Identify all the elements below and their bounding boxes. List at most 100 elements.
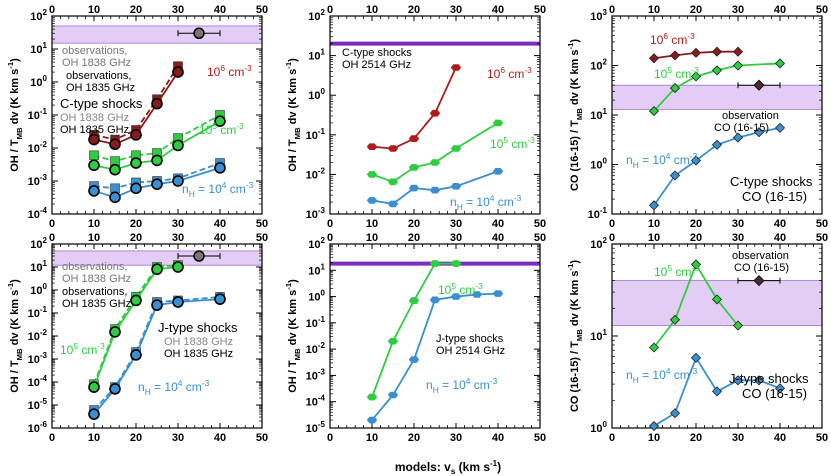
x-tick-label-top: 30 — [450, 4, 462, 16]
x-tick-label: 0 — [327, 218, 333, 230]
data-point — [408, 297, 420, 304]
y-tick-label: 10-4 — [28, 374, 48, 389]
x-tick-label-top: 40 — [774, 232, 786, 244]
data-point — [151, 97, 163, 110]
y-tick-label: 101 — [590, 107, 607, 122]
data-point — [648, 53, 660, 64]
density-label-n5: 105 cm-3 — [60, 341, 105, 357]
data-point — [109, 383, 121, 395]
y-tick-label: 10-2 — [28, 140, 48, 155]
obs-label-1835b: OH 1835 GHz — [66, 82, 135, 94]
y-tick-label: 10-1 — [588, 206, 608, 221]
data-point — [648, 342, 660, 353]
x-tick-label-top: 40 — [492, 232, 504, 244]
data-point — [648, 200, 660, 211]
obs-label-1835b: OH 1835 GHz — [62, 298, 131, 310]
density-label-n4: nH = 104 cm-3 — [138, 378, 210, 397]
y-axis-label: OH / TMB dv (K km s-1) — [284, 279, 302, 393]
x-tick-label-top: 30 — [732, 4, 744, 16]
y-tick-label: 101 — [308, 48, 325, 63]
x-tick-label: 50 — [256, 218, 268, 230]
x-tick-label-top: 40 — [774, 4, 786, 16]
panel-p5: 0 0 10 10 20 20 30 30 40 40 50 50 10-5 10-4 10-3 10-2 10… — [284, 232, 546, 444]
y-tick-label: 10-1 — [28, 305, 48, 320]
x-tick-label: 20 — [408, 218, 420, 230]
data-point — [450, 145, 462, 152]
data-point — [669, 50, 681, 61]
density-label-n4: nH = 104 cm-3 — [626, 151, 698, 170]
observation-point — [753, 275, 765, 287]
x-tick-label-top: 20 — [408, 4, 420, 16]
data-point — [214, 115, 226, 127]
x-tick-label: 20 — [408, 432, 420, 444]
x-tick-label: 10 — [648, 218, 660, 230]
y-tick-label: 101 — [30, 259, 47, 274]
data-point — [151, 299, 163, 311]
density-label-n5: 105 cm-3 — [654, 263, 699, 279]
data-point — [429, 159, 441, 166]
data-point — [172, 296, 184, 308]
density-label-n4: nH = 104 cm-3 — [426, 376, 498, 395]
data-point — [88, 381, 100, 393]
legend-1835: OH 1835 GHz — [60, 124, 129, 136]
legend-1835: OH 1835 GHz — [164, 348, 233, 360]
density-label-n4: nH = 104 cm-3 — [450, 193, 522, 212]
data-point — [88, 408, 100, 420]
x-tick-label: 0 — [609, 432, 615, 444]
data-point — [429, 186, 441, 194]
x-tick-label: 10 — [648, 432, 660, 444]
y-tick-label: 10-3 — [28, 351, 48, 366]
x-tick-label: 0 — [327, 432, 333, 444]
x-tick-label: 50 — [816, 432, 828, 444]
data-point — [732, 46, 744, 57]
data-point — [732, 320, 744, 331]
data-point — [429, 109, 441, 117]
x-tick-label: 20 — [690, 432, 702, 444]
y-tick-label: 10-5 — [306, 420, 326, 435]
data-point — [669, 408, 681, 419]
y-tick-label: 100 — [308, 87, 325, 102]
y-tick-label: 10-3 — [306, 367, 326, 382]
y-axis-label: OH / TMB dv (K km s-1) — [6, 279, 24, 393]
legend-1838: OH 1838 GHz — [60, 112, 129, 124]
y-tick-label: 10-3 — [306, 206, 326, 221]
panel-p1: 0 0 10 10 20 20 30 30 40 40 50 50 10-4 10-3 10-2 10-1 10… — [6, 4, 268, 230]
x-tick-label: 10 — [366, 432, 378, 444]
x-tick-label-top: 10 — [88, 232, 100, 244]
data-point — [711, 46, 723, 57]
obs-label-1838: observations, — [62, 45, 127, 57]
y-tick-label: 102 — [30, 236, 47, 251]
x-tick-label-top: 0 — [49, 232, 55, 244]
y-axis-label: CO (16-15) / TMB dv (K km s-1) — [566, 39, 584, 191]
y-tick-label: 102 — [590, 236, 607, 251]
x-tick-label-top: 50 — [256, 4, 268, 16]
legend-1838: OH 1838 GHz — [164, 336, 233, 348]
y-tick-label: 10-4 — [306, 394, 326, 409]
x-tick-label: 40 — [492, 218, 504, 230]
obs-label: observation — [732, 250, 789, 262]
x-tick-label: 0 — [609, 218, 615, 230]
observation-point — [753, 79, 765, 91]
data-point — [648, 106, 660, 117]
y-tick-label: 100 — [590, 420, 607, 435]
y-tick-label: 102 — [590, 58, 607, 73]
data-point — [492, 119, 504, 127]
y-tick-label: 102 — [30, 8, 47, 23]
x-tick-label: 30 — [172, 218, 184, 230]
data-point — [366, 416, 378, 424]
data-point — [130, 182, 142, 195]
y-tick-label: 10-4 — [28, 206, 48, 221]
data-point — [366, 171, 378, 178]
series-line — [93, 65, 179, 141]
data-point — [408, 184, 420, 192]
y-tick-label: 100 — [308, 289, 325, 304]
y-tick-label: 10-2 — [306, 341, 326, 356]
y-axis-label: CO (16-15) / TMB dv (K km s-1) — [566, 260, 584, 412]
x-tick-label-top: 50 — [534, 232, 546, 244]
x-tick-label-top: 40 — [214, 4, 226, 16]
obs-label-1838b: OH 1838 GHz — [62, 57, 131, 69]
data-point — [774, 58, 786, 69]
series-line — [93, 264, 179, 385]
data-point — [753, 375, 765, 386]
data-point — [429, 260, 441, 267]
